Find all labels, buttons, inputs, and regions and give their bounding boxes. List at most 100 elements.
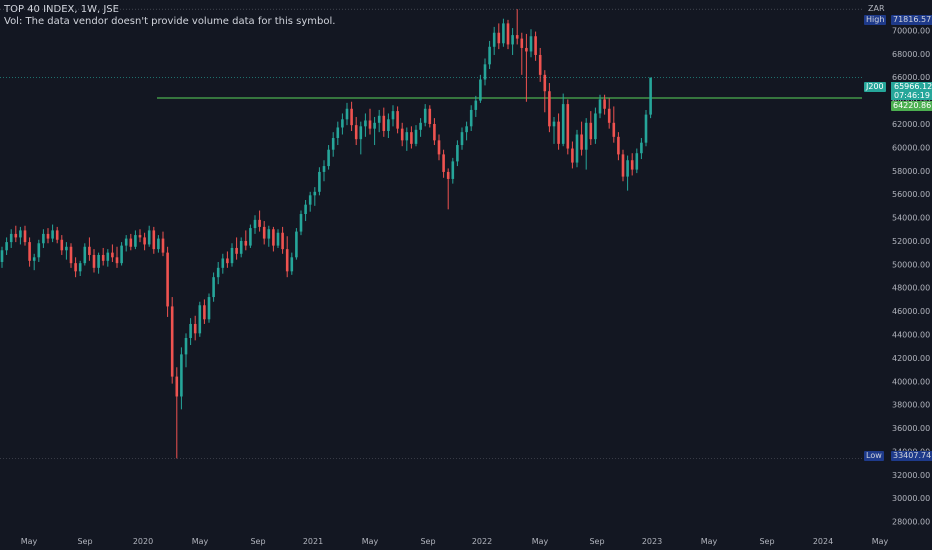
price-tick-label: 44000.00 <box>892 330 930 339</box>
price-axis: 28000.0030000.0032000.0034000.0036000.00… <box>892 26 930 526</box>
candle-body <box>111 252 114 258</box>
candle-body <box>502 23 505 44</box>
candle-body <box>414 129 418 144</box>
candle-body <box>561 104 565 144</box>
candle-body <box>230 247 234 264</box>
candle-body <box>42 233 45 244</box>
candle-body <box>124 238 128 246</box>
candle-body <box>589 122 593 140</box>
candle-body <box>594 113 597 140</box>
low-label-tag: Low <box>864 451 884 461</box>
candle-body <box>584 122 588 150</box>
candle-body <box>143 237 146 245</box>
candle-body <box>147 230 151 245</box>
candle-body <box>433 123 436 141</box>
candle-body <box>189 323 192 339</box>
last-price-tag: 65966.12 07:46:19 <box>891 82 932 100</box>
candle-body <box>331 138 335 150</box>
candle-body <box>423 108 427 123</box>
candle-body <box>318 171 321 192</box>
candle-body <box>258 219 261 227</box>
candle-body <box>253 219 257 229</box>
candle-body <box>299 214 303 232</box>
candle-body <box>115 257 119 264</box>
candlestick-series <box>0 9 652 459</box>
candle-body <box>180 354 183 397</box>
candle-body <box>249 228 252 246</box>
volume-note: Vol: The data vendor doesn't provide vol… <box>4 15 336 27</box>
candle-body <box>193 323 197 334</box>
candle-body <box>368 120 372 129</box>
candle-body <box>437 140 441 155</box>
candle-body <box>327 149 330 167</box>
time-tick-label: May <box>192 537 209 546</box>
candle-body <box>322 166 326 172</box>
candle-body <box>267 229 271 239</box>
candle-body <box>506 23 510 45</box>
candle-body <box>83 246 87 264</box>
symbol-title[interactable]: TOP 40 INDEX, 1W, JSE <box>4 4 119 15</box>
candle-body <box>410 132 413 144</box>
candle-body <box>281 232 284 250</box>
candle-body <box>78 263 82 272</box>
high-label-tag: High <box>864 15 887 25</box>
candle-body <box>134 235 137 247</box>
candle-body <box>129 238 133 247</box>
candle-body <box>405 132 409 141</box>
candle-body <box>166 252 169 307</box>
candle-body <box>474 100 478 110</box>
currency-label[interactable]: ZAR <box>868 4 885 13</box>
time-tick-label: 2023 <box>642 537 662 546</box>
candle-body <box>304 204 307 215</box>
time-tick-label: May <box>21 537 38 546</box>
candle-body <box>51 230 54 239</box>
candle-body <box>290 257 294 272</box>
candle-body <box>354 125 358 140</box>
candle-body <box>175 376 179 397</box>
candle-body <box>60 239 64 251</box>
candle-body <box>566 104 570 149</box>
candle-body <box>442 154 445 172</box>
candle-body <box>640 142 643 154</box>
candle-body <box>635 153 639 170</box>
candle-body <box>469 109 473 127</box>
candle-body <box>350 108 353 126</box>
candle-body <box>9 233 13 243</box>
candle-body <box>157 238 160 250</box>
candle-body <box>235 247 238 254</box>
time-tick-label: 2024 <box>813 537 833 546</box>
candle-body <box>0 250 4 262</box>
candle-body <box>492 32 496 47</box>
price-tick-label: 32000.00 <box>892 471 930 480</box>
time-tick-label: Sep <box>759 537 774 546</box>
candle-body <box>575 134 579 163</box>
candle-body <box>617 136 620 155</box>
candle-body <box>428 108 432 124</box>
candle-body <box>571 148 574 163</box>
price-tick-label: 52000.00 <box>892 237 930 246</box>
candle-body <box>101 254 105 261</box>
candle-body <box>37 243 41 258</box>
candle-body <box>212 277 215 298</box>
price-tick-label: 50000.00 <box>892 260 930 269</box>
time-tick-label: 2022 <box>472 537 492 546</box>
candle-body <box>419 122 422 130</box>
candle-body <box>382 115 386 131</box>
candle-body <box>359 126 363 140</box>
candle-body <box>198 305 202 334</box>
candle-body <box>548 91 551 127</box>
price-tick-label: 38000.00 <box>892 401 930 410</box>
candle-body <box>184 338 188 355</box>
candle-body <box>497 32 501 44</box>
candle-body <box>644 114 648 143</box>
candle-body <box>525 47 528 52</box>
candle-body <box>46 233 50 239</box>
candle-body <box>14 233 18 238</box>
price-tick-label: 28000.00 <box>892 518 930 527</box>
candle-body <box>272 229 275 246</box>
candle-body <box>106 252 110 261</box>
candle-body <box>511 35 514 45</box>
candle-body <box>483 64 487 80</box>
candle-body <box>244 240 248 246</box>
